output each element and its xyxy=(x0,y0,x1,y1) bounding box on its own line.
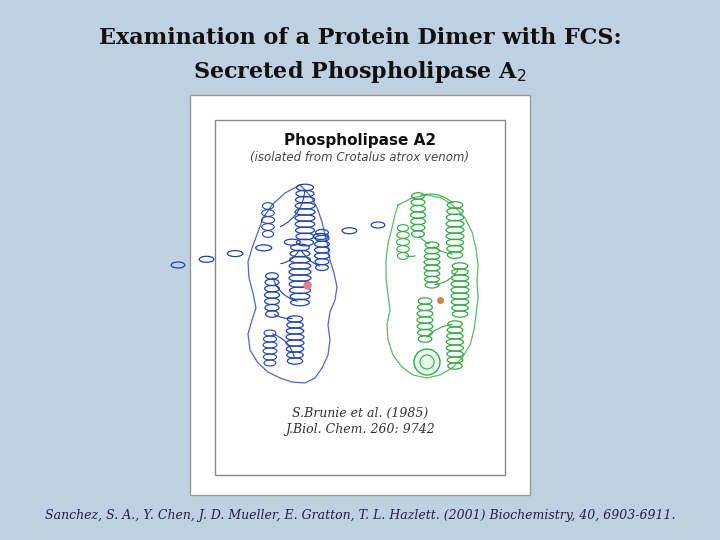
Text: Sanchez, S. A., Y. Chen, J. D. Mueller, E. Gratton, T. L. Hazlett. (2001) Bioche: Sanchez, S. A., Y. Chen, J. D. Mueller, … xyxy=(45,510,675,523)
Bar xyxy=(190,95,530,495)
Text: Phospholipase A2: Phospholipase A2 xyxy=(284,132,436,147)
Text: Secreted Phospholipase A$_2$: Secreted Phospholipase A$_2$ xyxy=(194,59,526,85)
Text: J.Biol. Chem. 260: 9742: J.Biol. Chem. 260: 9742 xyxy=(285,422,435,435)
Bar xyxy=(215,120,505,475)
Text: Examination of a Protein Dimer with FCS:: Examination of a Protein Dimer with FCS: xyxy=(99,27,621,49)
Circle shape xyxy=(414,349,440,375)
Text: (isolated from Crotalus atrox venom): (isolated from Crotalus atrox venom) xyxy=(251,152,469,165)
Text: S.Brunie et al. (1985): S.Brunie et al. (1985) xyxy=(292,407,428,420)
